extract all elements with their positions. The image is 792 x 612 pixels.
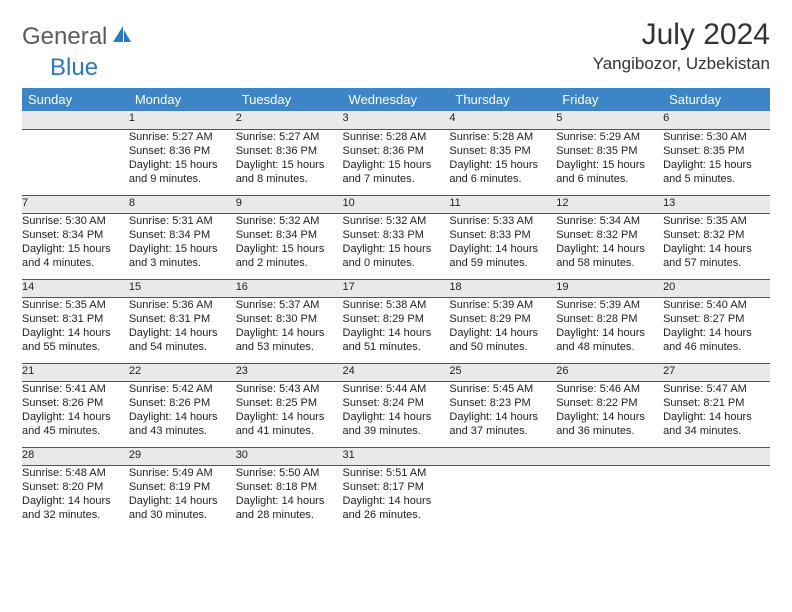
day-number-cell — [663, 447, 770, 465]
day-detail-cell: Sunrise: 5:40 AM Sunset: 8:27 PM Dayligh… — [663, 297, 770, 363]
day-number-cell: 8 — [129, 195, 236, 213]
day-detail-cell — [663, 465, 770, 531]
day-number-cell: 22 — [129, 363, 236, 381]
calendar-table: Sunday Monday Tuesday Wednesday Thursday… — [22, 88, 770, 531]
day-detail-cell: Sunrise: 5:49 AM Sunset: 8:19 PM Dayligh… — [129, 465, 236, 531]
day-detail-cell: Sunrise: 5:27 AM Sunset: 8:36 PM Dayligh… — [236, 129, 343, 195]
day-detail-row: Sunrise: 5:27 AM Sunset: 8:36 PM Dayligh… — [22, 129, 770, 195]
day-number-cell: 26 — [556, 363, 663, 381]
day-detail-row: Sunrise: 5:30 AM Sunset: 8:34 PM Dayligh… — [22, 213, 770, 279]
day-number-cell: 23 — [236, 363, 343, 381]
day-number-cell — [556, 447, 663, 465]
day-detail-cell: Sunrise: 5:50 AM Sunset: 8:18 PM Dayligh… — [236, 465, 343, 531]
day-number-cell: 11 — [449, 195, 556, 213]
day-detail-cell: Sunrise: 5:39 AM Sunset: 8:28 PM Dayligh… — [556, 297, 663, 363]
day-number-cell: 2 — [236, 111, 343, 129]
title-block: July 2024 Yangibozor, Uzbekistan — [593, 18, 770, 74]
day-number-cell: 15 — [129, 279, 236, 297]
day-detail-cell — [449, 465, 556, 531]
day-detail-cell: Sunrise: 5:28 AM Sunset: 8:35 PM Dayligh… — [449, 129, 556, 195]
day-detail-cell: Sunrise: 5:30 AM Sunset: 8:34 PM Dayligh… — [22, 213, 129, 279]
weekday-header: Sunday — [22, 88, 129, 111]
day-number-cell — [22, 111, 129, 129]
day-detail-row: Sunrise: 5:48 AM Sunset: 8:20 PM Dayligh… — [22, 465, 770, 531]
day-detail-cell: Sunrise: 5:33 AM Sunset: 8:33 PM Dayligh… — [449, 213, 556, 279]
day-detail-cell: Sunrise: 5:46 AM Sunset: 8:22 PM Dayligh… — [556, 381, 663, 447]
day-detail-cell: Sunrise: 5:45 AM Sunset: 8:23 PM Dayligh… — [449, 381, 556, 447]
day-detail-cell — [556, 465, 663, 531]
day-detail-cell: Sunrise: 5:42 AM Sunset: 8:26 PM Dayligh… — [129, 381, 236, 447]
day-number-cell: 16 — [236, 279, 343, 297]
day-number-cell — [449, 447, 556, 465]
day-detail-cell: Sunrise: 5:27 AM Sunset: 8:36 PM Dayligh… — [129, 129, 236, 195]
weekday-header: Thursday — [449, 88, 556, 111]
day-number-cell: 25 — [449, 363, 556, 381]
day-detail-row: Sunrise: 5:35 AM Sunset: 8:31 PM Dayligh… — [22, 297, 770, 363]
day-number-row: 14151617181920 — [22, 279, 770, 297]
day-number-row: 78910111213 — [22, 195, 770, 213]
day-detail-row: Sunrise: 5:41 AM Sunset: 8:26 PM Dayligh… — [22, 381, 770, 447]
day-number-row: 123456 — [22, 111, 770, 129]
day-detail-cell: Sunrise: 5:44 AM Sunset: 8:24 PM Dayligh… — [343, 381, 450, 447]
day-detail-cell: Sunrise: 5:37 AM Sunset: 8:30 PM Dayligh… — [236, 297, 343, 363]
day-detail-cell: Sunrise: 5:30 AM Sunset: 8:35 PM Dayligh… — [663, 129, 770, 195]
day-number-cell: 14 — [22, 279, 129, 297]
day-number-cell: 28 — [22, 447, 129, 465]
day-number-cell: 21 — [22, 363, 129, 381]
day-number-cell: 1 — [129, 111, 236, 129]
day-number-row: 28293031 — [22, 447, 770, 465]
day-detail-cell: Sunrise: 5:38 AM Sunset: 8:29 PM Dayligh… — [343, 297, 450, 363]
weekday-header-row: Sunday Monday Tuesday Wednesday Thursday… — [22, 88, 770, 111]
day-number-cell: 17 — [343, 279, 450, 297]
day-detail-cell: Sunrise: 5:29 AM Sunset: 8:35 PM Dayligh… — [556, 129, 663, 195]
day-number-cell: 4 — [449, 111, 556, 129]
day-number-cell: 27 — [663, 363, 770, 381]
day-detail-cell: Sunrise: 5:32 AM Sunset: 8:34 PM Dayligh… — [236, 213, 343, 279]
brand-part1: General — [22, 25, 107, 49]
day-detail-cell: Sunrise: 5:36 AM Sunset: 8:31 PM Dayligh… — [129, 297, 236, 363]
day-number-cell: 3 — [343, 111, 450, 129]
day-detail-cell: Sunrise: 5:41 AM Sunset: 8:26 PM Dayligh… — [22, 381, 129, 447]
day-detail-cell: Sunrise: 5:31 AM Sunset: 8:34 PM Dayligh… — [129, 213, 236, 279]
brand-logo: General — [22, 24, 135, 49]
day-number-cell: 20 — [663, 279, 770, 297]
day-detail-cell: Sunrise: 5:47 AM Sunset: 8:21 PM Dayligh… — [663, 381, 770, 447]
day-number-row: 21222324252627 — [22, 363, 770, 381]
day-number-cell: 9 — [236, 195, 343, 213]
day-detail-cell: Sunrise: 5:39 AM Sunset: 8:29 PM Dayligh… — [449, 297, 556, 363]
day-number-cell: 29 — [129, 447, 236, 465]
month-title: July 2024 — [593, 18, 770, 52]
day-detail-cell: Sunrise: 5:48 AM Sunset: 8:20 PM Dayligh… — [22, 465, 129, 531]
day-number-cell: 18 — [449, 279, 556, 297]
day-detail-cell: Sunrise: 5:34 AM Sunset: 8:32 PM Dayligh… — [556, 213, 663, 279]
day-number-cell: 5 — [556, 111, 663, 129]
weekday-header: Friday — [556, 88, 663, 111]
day-number-cell: 31 — [343, 447, 450, 465]
weekday-header: Wednesday — [343, 88, 450, 111]
brand-part2: Blue — [50, 56, 98, 80]
day-number-cell: 6 — [663, 111, 770, 129]
day-number-cell: 19 — [556, 279, 663, 297]
day-number-cell: 13 — [663, 195, 770, 213]
weekday-header: Tuesday — [236, 88, 343, 111]
weekday-header: Saturday — [663, 88, 770, 111]
location-label: Yangibozor, Uzbekistan — [593, 54, 770, 74]
day-detail-cell: Sunrise: 5:43 AM Sunset: 8:25 PM Dayligh… — [236, 381, 343, 447]
day-detail-cell: Sunrise: 5:35 AM Sunset: 8:31 PM Dayligh… — [22, 297, 129, 363]
day-number-cell: 12 — [556, 195, 663, 213]
day-number-cell: 24 — [343, 363, 450, 381]
brand-sail-icon — [111, 24, 133, 49]
day-detail-cell: Sunrise: 5:28 AM Sunset: 8:36 PM Dayligh… — [343, 129, 450, 195]
day-number-cell: 7 — [22, 195, 129, 213]
day-detail-cell — [22, 129, 129, 195]
day-number-cell: 30 — [236, 447, 343, 465]
weekday-header: Monday — [129, 88, 236, 111]
day-detail-cell: Sunrise: 5:35 AM Sunset: 8:32 PM Dayligh… — [663, 213, 770, 279]
day-number-cell: 10 — [343, 195, 450, 213]
day-detail-cell: Sunrise: 5:32 AM Sunset: 8:33 PM Dayligh… — [343, 213, 450, 279]
day-detail-cell: Sunrise: 5:51 AM Sunset: 8:17 PM Dayligh… — [343, 465, 450, 531]
